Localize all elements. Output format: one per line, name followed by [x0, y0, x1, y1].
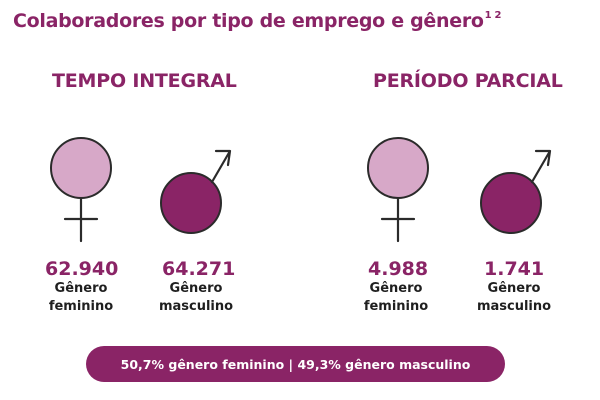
label-line: masculino: [158, 299, 234, 314]
male-count-periodo-parcial: 1.741: [484, 258, 545, 280]
male-label-periodo-parcial: Gênero masculino: [474, 280, 554, 316]
male-symbol-icon: [478, 145, 560, 237]
male-count-tempo-integral: 64.271: [162, 258, 236, 280]
label-line: feminino: [48, 299, 114, 314]
female-label-tempo-integral: Gênero feminino: [45, 280, 117, 316]
label-line: masculino: [476, 299, 552, 314]
male-label-tempo-integral: Gênero masculino: [156, 280, 236, 316]
female-label-periodo-parcial: Gênero feminino: [360, 280, 432, 316]
female-symbol-icon: [45, 135, 117, 245]
label-line: Gênero: [487, 281, 541, 296]
label-line: Gênero: [54, 281, 108, 296]
female-count-periodo-parcial: 4.988: [368, 258, 429, 280]
label-line: Gênero: [169, 281, 223, 296]
section-title-tempo-integral: TEMPO INTEGRAL: [52, 70, 237, 92]
label-line: Gênero: [369, 281, 423, 296]
summary-text: 50,7% gênero feminino | 49,3% gênero mas…: [120, 356, 471, 372]
page-title: Colaboradores por tipo de emprego e gêne…: [13, 10, 501, 32]
female-symbol-icon: [362, 135, 434, 245]
section-title-periodo-parcial: PERÍODO PARCIAL: [373, 70, 563, 92]
title-footnotes: 1 2: [484, 10, 502, 21]
page-title-text: Colaboradores por tipo de emprego e gêne…: [13, 10, 484, 32]
male-symbol-icon: [158, 145, 240, 237]
label-line: feminino: [363, 299, 429, 314]
summary-banner: 50,7% gênero feminino | 49,3% gênero mas…: [86, 346, 505, 382]
female-count-tempo-integral: 62.940: [45, 258, 119, 280]
